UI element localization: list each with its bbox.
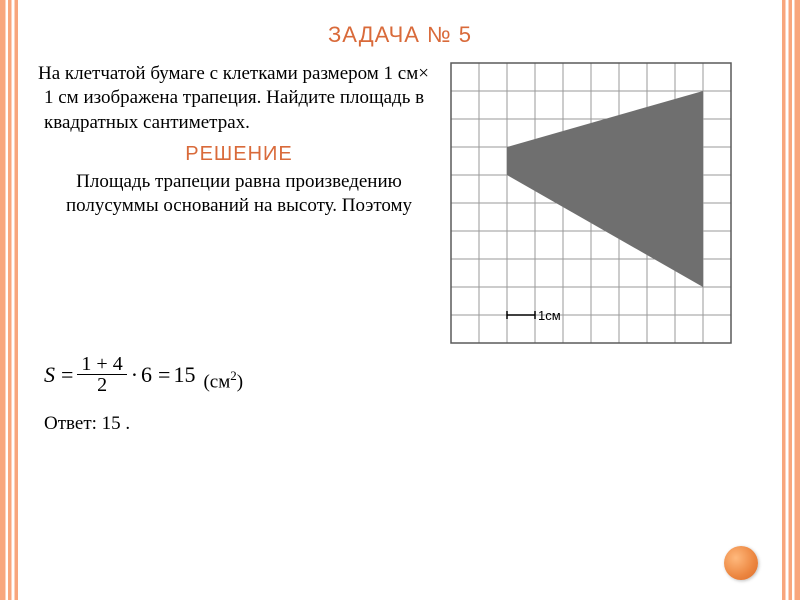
formula-result: 15 <box>173 362 195 388</box>
formula-eq1: = <box>61 362 73 388</box>
slide-content: ЗАДАЧА № 5 На клетчатой бумаге с клеткам… <box>0 0 800 455</box>
formula-row: S = 1 + 4 2 · 6 = 15 (см2) <box>40 354 760 395</box>
formula-denominator: 2 <box>93 375 111 395</box>
text-column: На клетчатой бумаге с клетками размером … <box>40 62 438 344</box>
problem-statement: На клетчатой бумаге с клетками размером … <box>40 62 438 135</box>
main-row: На клетчатой бумаге с клетками размером … <box>40 62 760 344</box>
answer-label: Ответ: <box>44 413 102 434</box>
formula-unit: (см2) <box>203 368 243 395</box>
answer-value: 15 . <box>102 413 131 434</box>
formula-factor: 6 <box>141 362 152 388</box>
area-formula: S = 1 + 4 2 · 6 = 15 <box>44 354 195 395</box>
next-slide-button[interactable] <box>724 546 758 580</box>
formula-dot: · <box>131 362 138 388</box>
solution-heading: РЕШЕНИЕ <box>40 143 438 166</box>
answer-line: Ответ: 15 . <box>40 413 760 435</box>
figure-grid: 1см <box>450 62 760 344</box>
formula-numerator: 1 + 4 <box>77 354 126 375</box>
formula-lhs: S <box>44 362 55 388</box>
solution-body: Площадь трапеции равна произведению полу… <box>40 170 438 219</box>
slide-title: ЗАДАЧА № 5 <box>40 22 760 48</box>
svg-text:1см: 1см <box>538 308 561 323</box>
formula-eq2: = <box>158 362 170 388</box>
trapezoid-grid-svg: 1см <box>450 62 732 344</box>
formula-fraction: 1 + 4 2 <box>77 354 126 395</box>
